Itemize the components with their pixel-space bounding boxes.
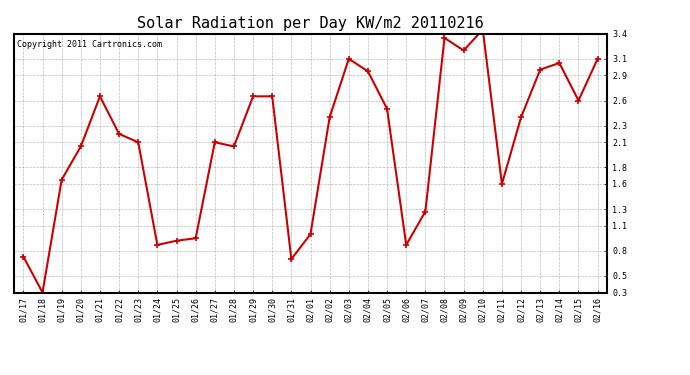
Text: Copyright 2011 Cartronics.com: Copyright 2011 Cartronics.com — [17, 40, 161, 49]
Title: Solar Radiation per Day KW/m2 20110216: Solar Radiation per Day KW/m2 20110216 — [137, 16, 484, 31]
